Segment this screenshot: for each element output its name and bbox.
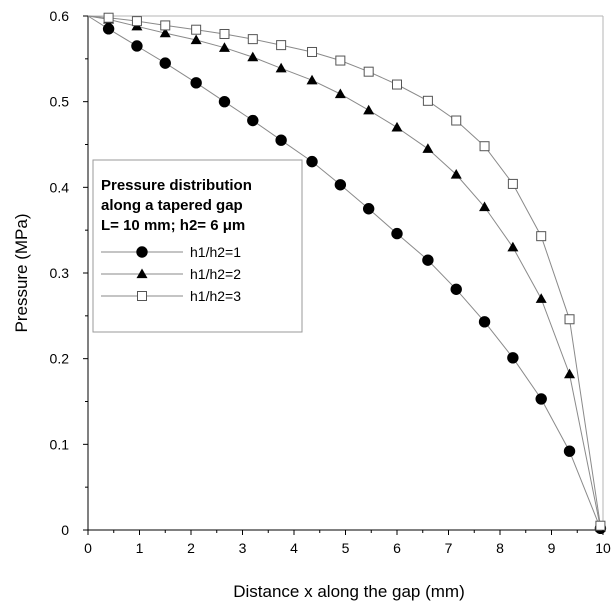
data-point-square [191,24,202,35]
data-point-triangle [306,74,318,85]
data-point-triangle [507,241,519,252]
x-axis-label: Distance x along the gap (mm) [233,582,465,601]
x-tick-label: 2 [187,540,195,556]
legend: Pressure distribution along a tapered ga… [92,159,303,333]
data-point-square [422,95,433,106]
x-tick-label: 8 [496,540,504,556]
data-point-circle [247,114,259,127]
legend-entry-label: h1/h2=1 [190,244,241,260]
data-point-square [536,231,547,242]
data-point-triangle [190,34,202,45]
y-axis-ticks: 0 0.1 0.2 0.3 0.4 0.5 0.6 [50,8,88,538]
data-point-triangle [363,104,375,115]
data-point-triangle [218,42,230,52]
data-point-square [507,178,518,189]
data-point-triangle [422,143,434,153]
data-point-square [451,115,462,126]
data-point-square [103,12,114,23]
x-axis-ticks: 0 1 2 3 4 5 6 7 8 9 10 [84,530,611,556]
y-axis-label: Pressure (MPa) [12,213,31,332]
data-point-circle [275,134,287,146]
x-tick-label: 0 [84,540,92,556]
y-tick-label: 0.4 [50,179,70,195]
y-tick-label: 0.6 [50,8,70,24]
data-point-square [160,20,171,31]
data-point-square [247,34,258,45]
data-point-circle [306,155,318,168]
legend-title-line-1: Pressure distribution [101,177,252,194]
x-tick-label: 7 [445,540,453,556]
data-point-square [276,40,287,51]
data-point-circle [136,246,148,258]
y-tick-label: 0.3 [50,265,70,281]
data-point-square [479,141,490,152]
data-point-triangle [479,201,491,212]
data-point-square [335,55,346,66]
data-point-circle [478,316,491,328]
data-point-circle [535,393,547,405]
x-tick-label: 10 [595,540,611,556]
legend-title-line-2: along a tapered gap [101,197,243,214]
x-tick-label: 9 [548,540,556,556]
y-tick-label: 0.5 [50,94,70,110]
data-point-circle [563,445,576,457]
legend-entry-label: h1/h2=3 [190,288,241,304]
data-point-circle [450,283,462,295]
legend-entry-label: h1/h2=2 [190,266,241,282]
y-tick-label: 0.2 [50,351,70,367]
data-point-circle [190,77,202,89]
x-tick-label: 5 [342,540,350,556]
x-tick-label: 4 [290,540,298,556]
data-point-circle [218,95,231,108]
data-point-triangle [564,368,576,379]
y-tick-label: 0 [61,522,69,538]
x-tick-label: 3 [239,540,247,556]
data-point-circle [159,57,171,69]
data-point-circle [391,227,403,240]
data-point-triangle [136,268,148,279]
data-point-square [307,46,318,57]
data-point-triangle [275,62,287,73]
data-point-square [137,291,147,301]
data-point-triangle [247,51,259,62]
data-point-circle [362,203,375,215]
data-point-square [392,79,402,90]
x-tick-label: 1 [136,540,144,556]
data-point-square [564,314,575,325]
data-point-square [595,520,606,531]
y-tick-label: 0.1 [50,436,70,452]
data-point-square [363,66,374,77]
data-point-circle [422,254,434,266]
data-point-triangle [334,88,346,99]
legend-title-line-3: L= 10 mm; h2= 6 μm [101,217,245,234]
data-point-circle [102,23,115,35]
data-point-triangle [450,168,462,179]
data-point-triangle [159,27,171,38]
series-markers [102,12,607,534]
data-point-triangle [391,121,403,132]
legend-entries: h1/h2=1 h1/h2=2 h1/h2=3 [101,244,241,304]
data-point-circle [334,179,347,191]
data-point-circle [507,352,519,364]
x-tick-label: 6 [393,540,401,556]
data-point-triangle [535,293,547,303]
legend-box [92,159,303,333]
data-point-circle [131,40,143,52]
data-point-square [219,28,230,39]
data-point-square [131,16,142,27]
